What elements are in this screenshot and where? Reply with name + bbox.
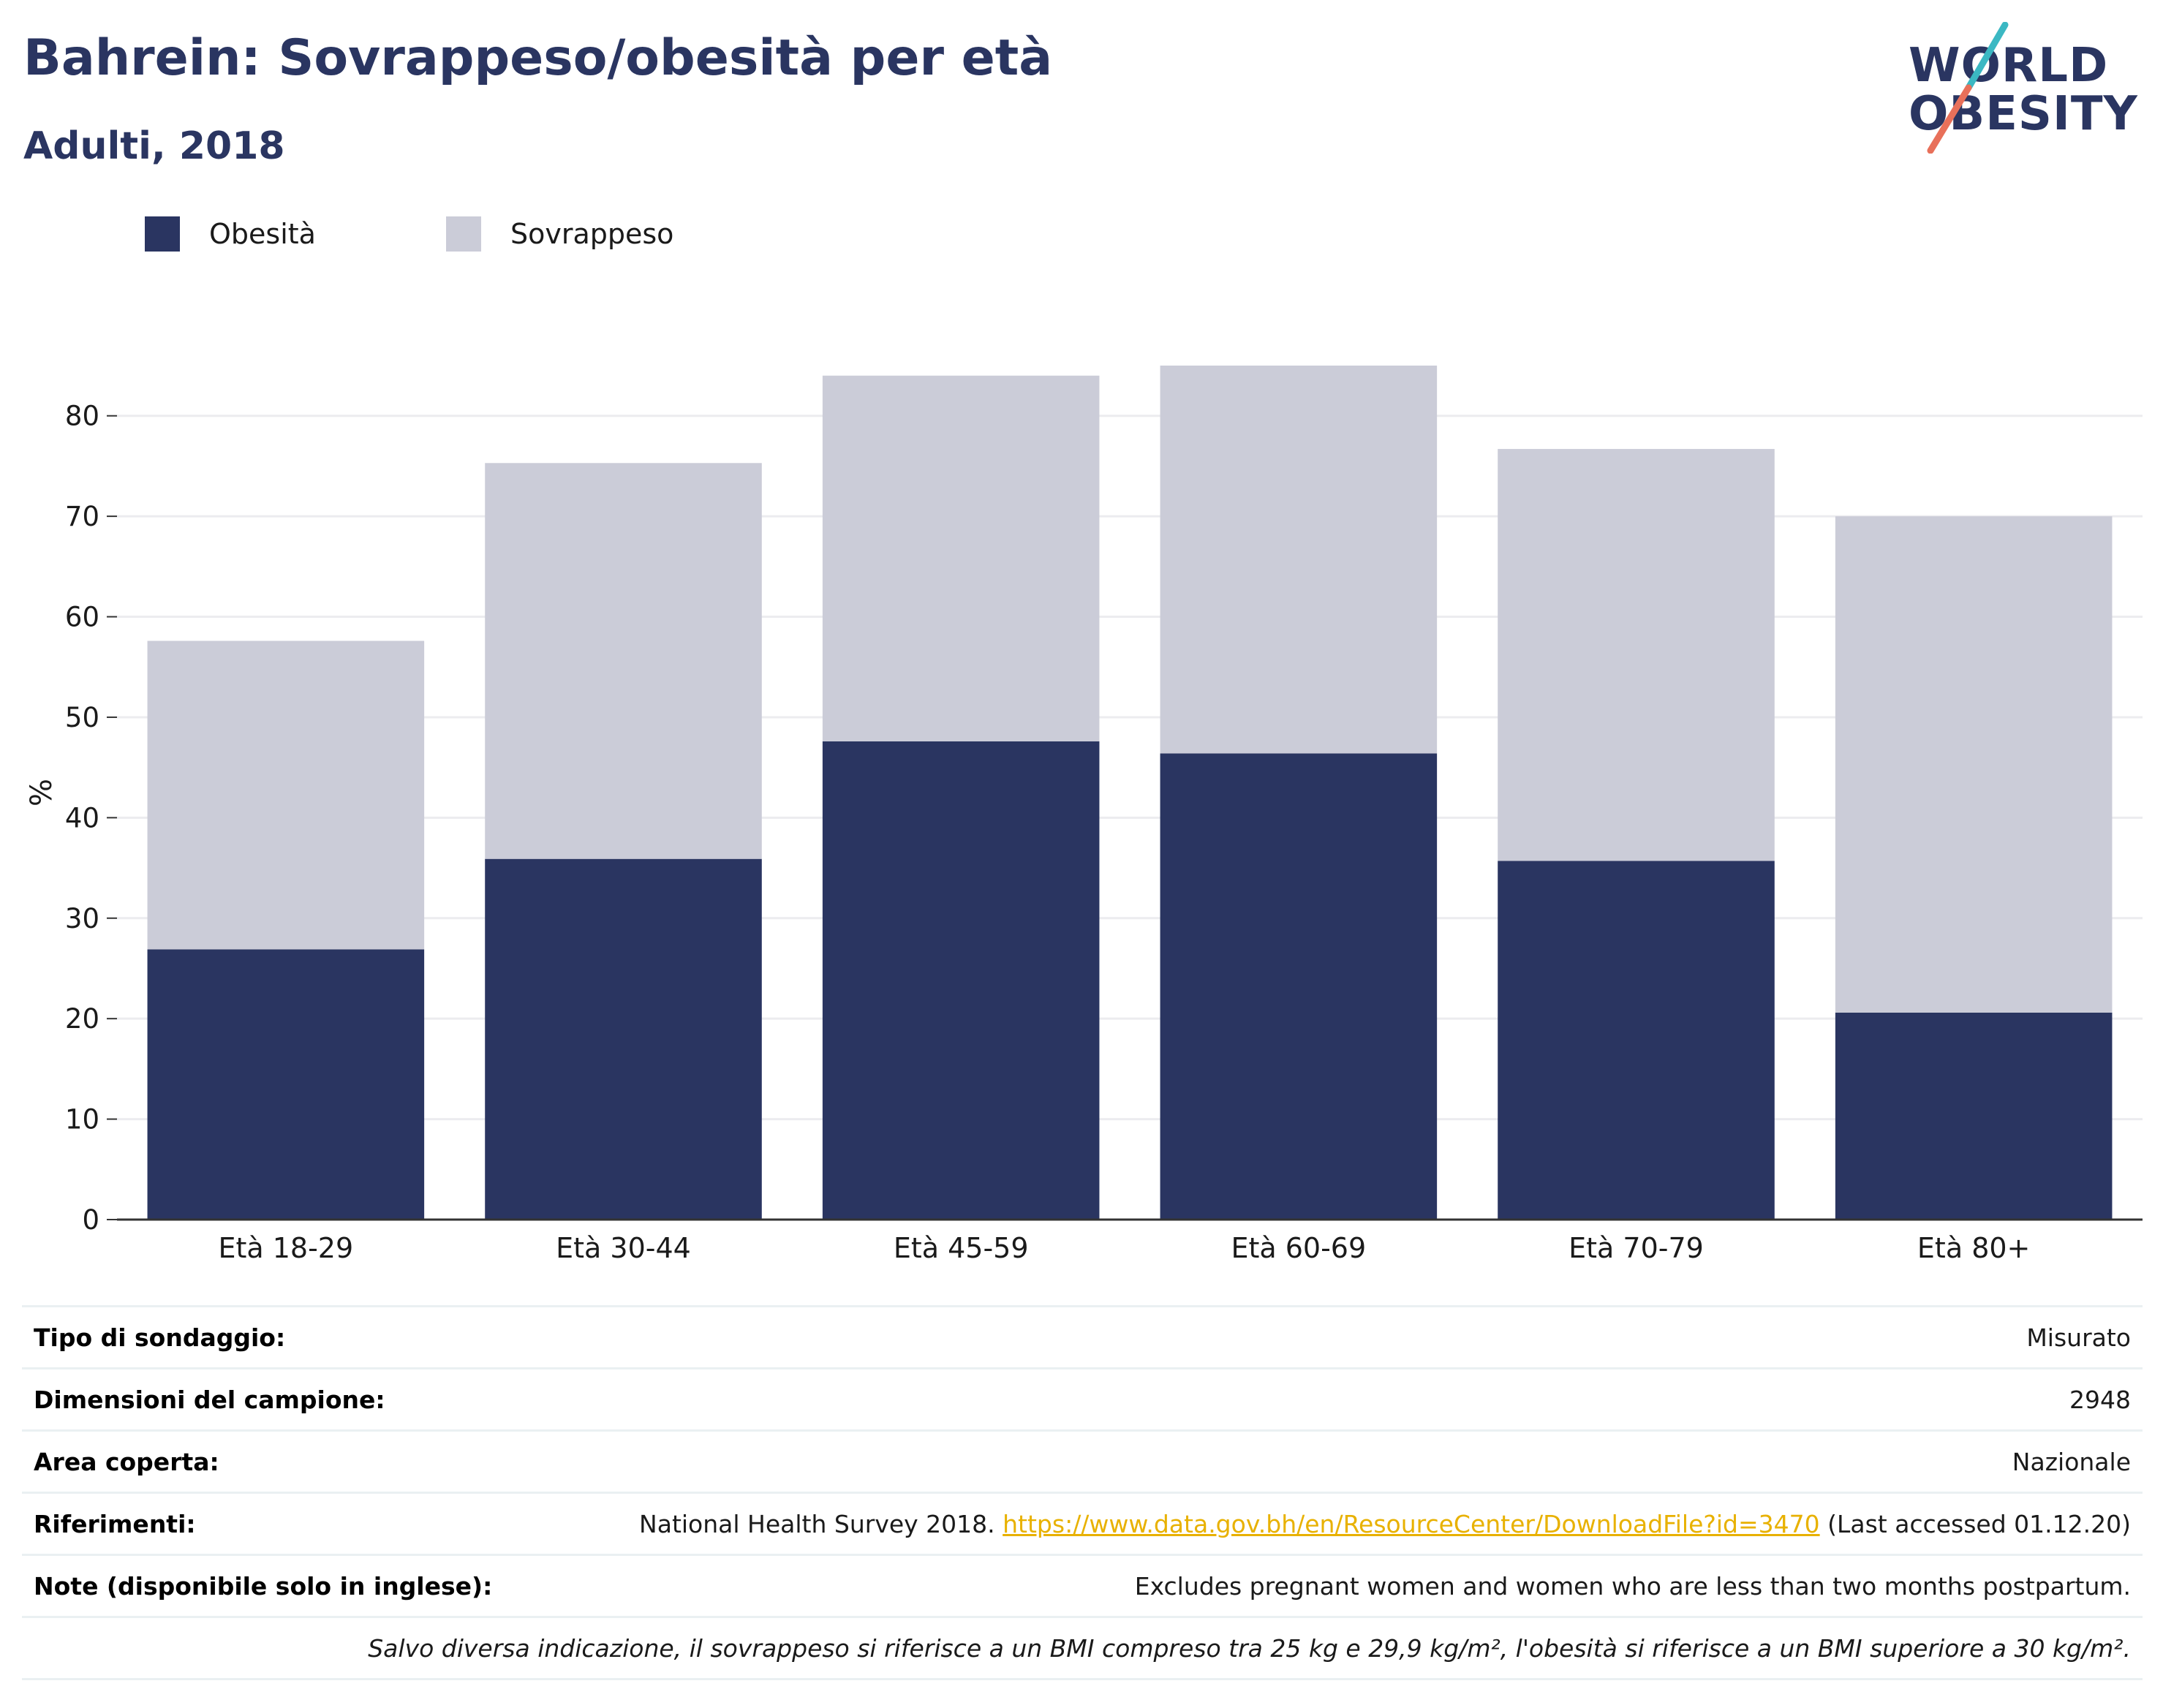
info-value: National Health Survey 2018. https://www… bbox=[639, 1510, 2143, 1538]
stacked-bar-chart: 0 10 20 30 40 50 60 70 80% Età 18-29 Età 30-44 Età … bbox=[25, 366, 2143, 1264]
y-tick-label: 40 bbox=[65, 802, 99, 834]
legend-label-obesity: Obesità bbox=[209, 218, 316, 250]
y-tick-label: 10 bbox=[65, 1104, 99, 1135]
info-label: Riferimenti: bbox=[34, 1509, 196, 1538]
bar-overweight[interactable] bbox=[1498, 449, 1775, 861]
x-tick-label: Età 30-44 bbox=[556, 1232, 691, 1264]
info-label: Dimensioni del campione: bbox=[34, 1385, 385, 1414]
legend-item-obesity[interactable]: Obesità bbox=[145, 216, 316, 252]
y-tick-label: 80 bbox=[65, 401, 99, 432]
info-value: Excludes pregnant women and women who ar… bbox=[1134, 1571, 2131, 1601]
info-row-notes: Note (disponibile solo in inglese): Excl… bbox=[22, 1554, 2143, 1616]
y-tick-label: 50 bbox=[65, 702, 99, 733]
info-value: Misurato bbox=[2026, 1323, 2131, 1352]
world-obesity-logo: WORLD OBESITY bbox=[1909, 22, 2143, 154]
info-label: Note (disponibile solo in inglese): bbox=[34, 1571, 493, 1601]
legend-swatch-overweight bbox=[446, 216, 481, 252]
bar-overweight[interactable] bbox=[147, 640, 425, 950]
bar-obesity[interactable] bbox=[485, 858, 762, 1220]
x-tick-label: Età 70-79 bbox=[1569, 1232, 1704, 1264]
page-title: Bahrein: Sovrappeso/obesità per età bbox=[23, 29, 1053, 87]
y-tick-label: 20 bbox=[65, 1003, 99, 1035]
info-row-sample-size: Dimensioni del campione: 2948 bbox=[22, 1367, 2143, 1429]
info-row-area: Area coperta: Nazionale bbox=[22, 1429, 2143, 1492]
legend-item-overweight[interactable]: Sovrappeso bbox=[446, 216, 673, 252]
survey-info-table: Tipo di sondaggio: Misurato Dimensioni d… bbox=[22, 1305, 2143, 1680]
y-tick-label: 70 bbox=[65, 501, 99, 532]
bar-obesity[interactable] bbox=[822, 741, 1100, 1220]
reference-accessed: (Last accessed 01.12.20) bbox=[1819, 1509, 2131, 1538]
bar-obesity[interactable] bbox=[147, 949, 425, 1220]
reference-link[interactable]: https://www.data.gov.bh/en/ResourceCente… bbox=[1003, 1509, 1820, 1538]
legend-swatch-obesity bbox=[145, 216, 180, 252]
info-value: 2948 bbox=[2069, 1385, 2131, 1414]
bar-overweight[interactable] bbox=[485, 463, 762, 859]
bmi-footnote: Salvo diversa indicazione, il sovrappeso… bbox=[368, 1633, 2131, 1663]
bar-obesity[interactable] bbox=[1835, 1012, 2113, 1220]
info-label: Area coperta: bbox=[34, 1447, 219, 1476]
x-tick-label: Età 60-69 bbox=[1231, 1232, 1366, 1264]
bar-overweight[interactable] bbox=[822, 375, 1100, 741]
x-tick-label: Età 45-59 bbox=[894, 1232, 1029, 1264]
logo-slash-icon bbox=[1927, 22, 2009, 154]
info-row-references: Riferimenti: National Health Survey 2018… bbox=[22, 1492, 2143, 1554]
bar-obesity[interactable] bbox=[1498, 861, 1775, 1220]
info-row-footnote: Salvo diversa indicazione, il sovrappeso… bbox=[22, 1616, 2143, 1680]
y-tick-label: 30 bbox=[65, 903, 99, 934]
info-row-survey-type: Tipo di sondaggio: Misurato bbox=[22, 1305, 2143, 1367]
logo-text-line1: WORLD bbox=[1909, 39, 2109, 93]
bar-overweight[interactable] bbox=[1160, 366, 1438, 754]
info-value: Nazionale bbox=[2012, 1447, 2131, 1476]
x-tick-label: Età 80+ bbox=[1917, 1232, 2030, 1264]
reference-text: National Health Survey 2018. bbox=[639, 1509, 1003, 1538]
bar-overweight[interactable] bbox=[1835, 516, 2113, 1013]
y-axis-label: % bbox=[25, 779, 58, 806]
y-tick-label: 60 bbox=[65, 602, 99, 633]
bar-obesity[interactable] bbox=[1160, 753, 1438, 1220]
info-label: Tipo di sondaggio: bbox=[34, 1323, 286, 1352]
x-tick-label: Età 18-29 bbox=[218, 1232, 353, 1264]
page-subtitle: Adulti, 2018 bbox=[23, 124, 285, 168]
legend-label-overweight: Sovrappeso bbox=[510, 218, 674, 250]
y-tick-label: 0 bbox=[82, 1204, 99, 1236]
